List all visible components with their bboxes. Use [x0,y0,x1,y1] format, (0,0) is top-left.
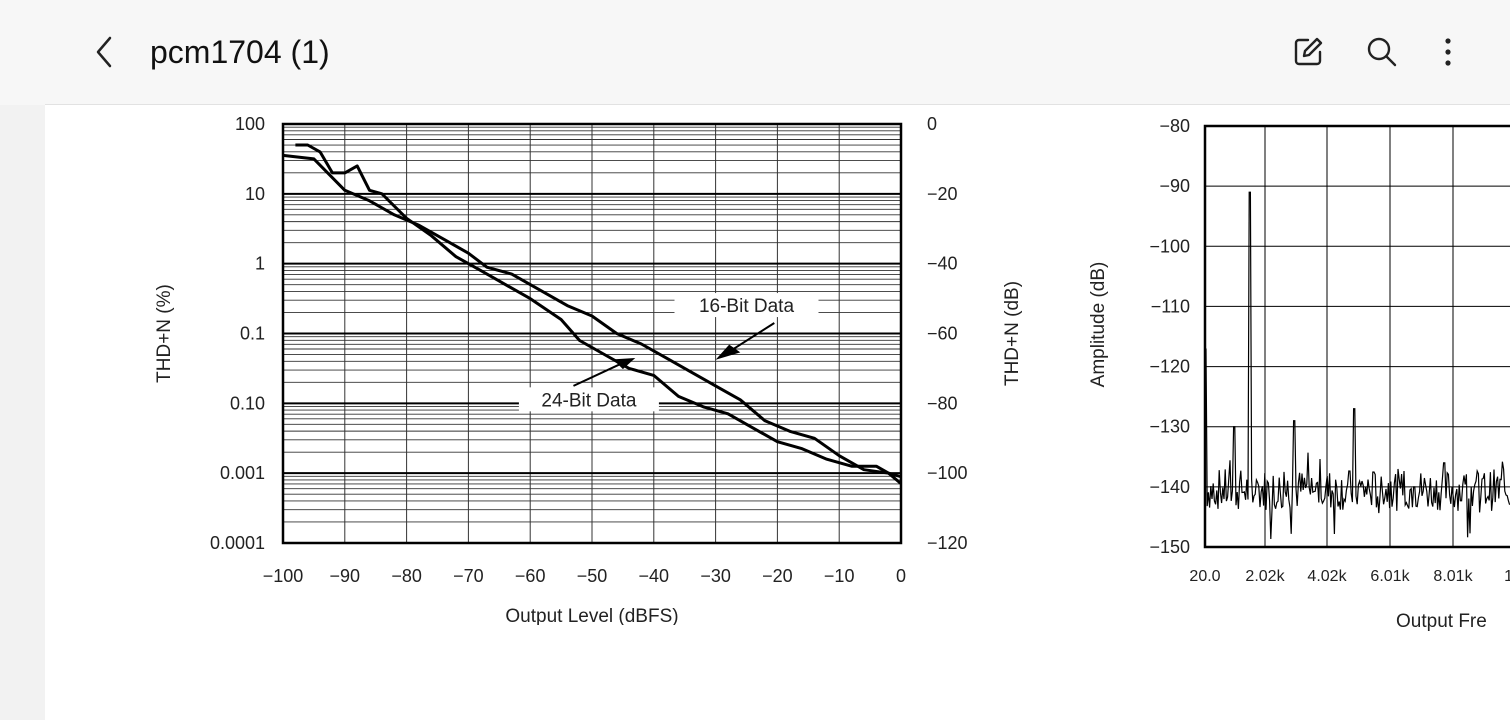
chart1-y-tick-label: 0.0001 [210,533,265,553]
edit-pencil-icon [1294,37,1323,66]
chart1-arrowhead [613,357,636,370]
chart1-y-tick-label: 0.001 [220,463,265,483]
search-icon [1367,37,1397,67]
chart1-y2-tick-label: −20 [927,184,958,204]
chart1-annotation-bg [674,293,819,318]
chart2-y-tick-label: −150 [1149,537,1190,557]
chart2-plot-frame [1203,124,1510,549]
chart1-y2-tick-label: −80 [927,393,958,413]
app-header [0,0,1510,105]
chart2-y-axis-label: Amplitude (dB) [1088,262,1109,388]
chart1-annotation-16bit: 16-Bit Data [699,296,794,317]
amplitude-spectrum-chart: −80 −90 −100 −110 −120 −130 −140 −150 20.0 2.02k 4… [1088,116,1510,632]
chart1-series-16bit [295,143,902,485]
header-divider [45,104,1510,105]
chevron-left-icon [96,36,112,68]
chart2-y-tick-label: −120 [1149,357,1190,377]
chart1-y2-tick-label: −100 [927,463,968,483]
chart2-x-axis-label: Output Fre [1396,611,1487,632]
chart2-y-tick-label: −130 [1149,417,1190,437]
chart1-y-axis-label: THD+N (%) [154,284,175,383]
chart1-x-tick-label: −10 [824,566,855,586]
chart1-y-tick-label: 0.1 [240,324,265,344]
thd-vs-level-chart: −100 −90 −80 −70 −60 −50 −40 −30 −20 −10 01001010.… [154,114,1023,625]
chart2-x-tick-label: 6.01k [1370,568,1410,585]
search-button[interactable] [1360,30,1404,74]
chart1-y2-tick-label: 0 [927,114,937,134]
edit-button[interactable] [1286,30,1330,74]
chart2-y-tick-label: −90 [1159,176,1190,196]
chart2-x-tick-label: 2.02k [1245,568,1285,585]
chart1-y-tick-label: 100 [235,114,265,134]
chart1-arrowhead [715,344,741,360]
chart1-x-tick-label: −30 [700,566,731,586]
chart1-series-24bit [282,153,902,479]
chart1-y-tick-label: 10 [245,184,265,204]
chart1-y2-tick-label: −60 [927,324,958,344]
chart1-annotation-bg [518,387,659,412]
chart1-x-tick-label: 0 [896,566,906,586]
chart1-plot-frame [281,122,903,545]
back-button[interactable] [84,30,128,74]
chart1-y-tick-label: 0.10 [230,393,265,413]
chart1-y2-axis-label: THD+N (dB) [1002,281,1023,386]
chart2-y-tick-label: −140 [1149,477,1190,497]
chart2-y-tick-label: −80 [1159,116,1190,136]
chart1-x-tick-label: −80 [391,566,422,586]
chart2-x-tick-label: 8.01k [1433,568,1473,585]
chart2-y-tick-label: −110 [1151,296,1190,316]
chart1-x-tick-label: −90 [330,566,361,586]
chart2-y-tick-label: −100 [1149,236,1190,256]
chart1-x-tick-label: −70 [453,566,484,586]
chart2-x-tick-label: 20.0 [1189,568,1220,585]
chart1-annotation-arrow [573,360,627,387]
chart1-x-tick-label: −100 [263,566,304,586]
more-options-button[interactable] [1426,30,1470,74]
chart1-x-tick-label: −20 [762,566,793,586]
chart2-x-tick-label: 4.02k [1307,568,1347,585]
chart1-x-tick-label: −60 [515,566,546,586]
chart2-spectrum-line [1205,191,1510,540]
chart1-y2-tick-label: −120 [927,533,968,553]
chart1-y-tick-label: 1 [255,254,265,274]
chart1-x-tick-label: −40 [639,566,670,586]
chart1-x-axis-label: Output Level (dBFS) [505,606,678,625]
chart1-x-tick-label: −50 [577,566,608,586]
chart1-annotation-24bit: 24-Bit Data [541,390,636,411]
more-vertical-icon [1445,38,1451,66]
document-title: pcm1704 (1) [150,34,330,70]
chart1-y2-tick-label: −40 [927,254,958,274]
chart2-x-tick-label: 10 [1504,568,1510,585]
